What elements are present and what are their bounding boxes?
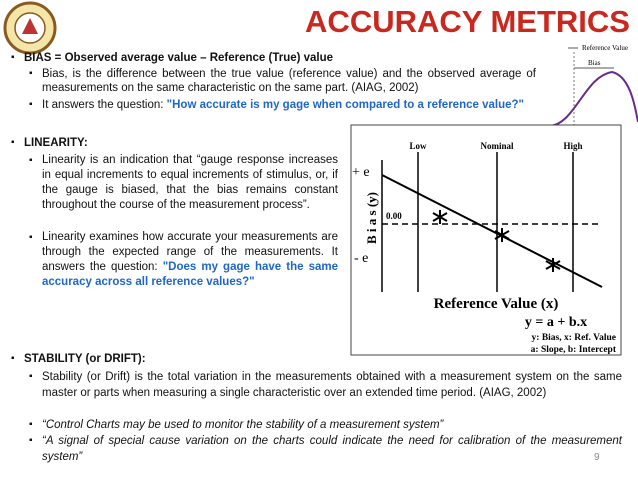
linearity-diagram: Low Nominal High + e - e 0.00 B i a s (y…	[350, 124, 622, 356]
reference-label: Reference Value	[582, 44, 628, 52]
question: "Does my gage have the same accuracy acr…	[42, 261, 338, 288]
linearity-bullet: Linearity is an indication that “gauge r…	[29, 153, 338, 213]
stability-bullet: Stability (or Drift) is the total variat…	[29, 369, 622, 401]
page-number: 9	[594, 452, 600, 463]
zero-label: 0.00	[386, 211, 402, 221]
stability-bullet: “A signal of special cause variation on …	[29, 433, 622, 465]
stability-heading: STABILITY (or DRIFT):	[11, 353, 146, 365]
minus-label: - e	[354, 251, 368, 266]
plus-label: + e	[352, 165, 370, 180]
question: "How accurate is my gage when compared t…	[166, 99, 524, 111]
x-axis-label: Reference Value (x)	[434, 296, 559, 312]
legend-line: a: Slope, b: Intercept	[531, 345, 617, 355]
bias-bullet: It answers the question: "How accurate i…	[29, 98, 536, 112]
text: Bias, is the difference between the true…	[42, 68, 536, 94]
text: It answers the question:	[42, 99, 167, 111]
logo	[3, 1, 57, 55]
legend-line: y: Bias, x: Ref. Value	[532, 333, 616, 343]
trend-line	[381, 174, 603, 288]
column-label: Low	[409, 141, 427, 151]
slide-title: ACCURACY METRICS	[305, 4, 630, 39]
column-label: High	[563, 141, 582, 151]
bias-bullet: Bias, is the difference between the true…	[29, 67, 536, 95]
curve	[549, 70, 638, 127]
point	[432, 210, 448, 224]
column-label: Nominal	[480, 141, 514, 151]
point	[545, 258, 561, 272]
stability-bullet: “Control Charts may be used to monitor t…	[29, 417, 622, 433]
y-axis-label: B i a s (y)	[364, 192, 379, 244]
frame	[350, 124, 622, 356]
equation: y = a + b.x	[525, 315, 587, 330]
bias-figure: Reference Value Bias	[549, 44, 638, 127]
text: Linearity is an indication that “gauge r…	[42, 154, 338, 211]
linearity-bullet: Linearity examines how accurate your mea…	[29, 230, 338, 290]
linearity-heading: LINEARITY:	[11, 137, 88, 149]
point	[494, 228, 510, 242]
bias-heading: BIAS = Observed average value – Referenc…	[11, 52, 333, 64]
text: Linearity examines how accurate your mea…	[42, 231, 338, 273]
bias-label: Bias	[588, 59, 601, 67]
